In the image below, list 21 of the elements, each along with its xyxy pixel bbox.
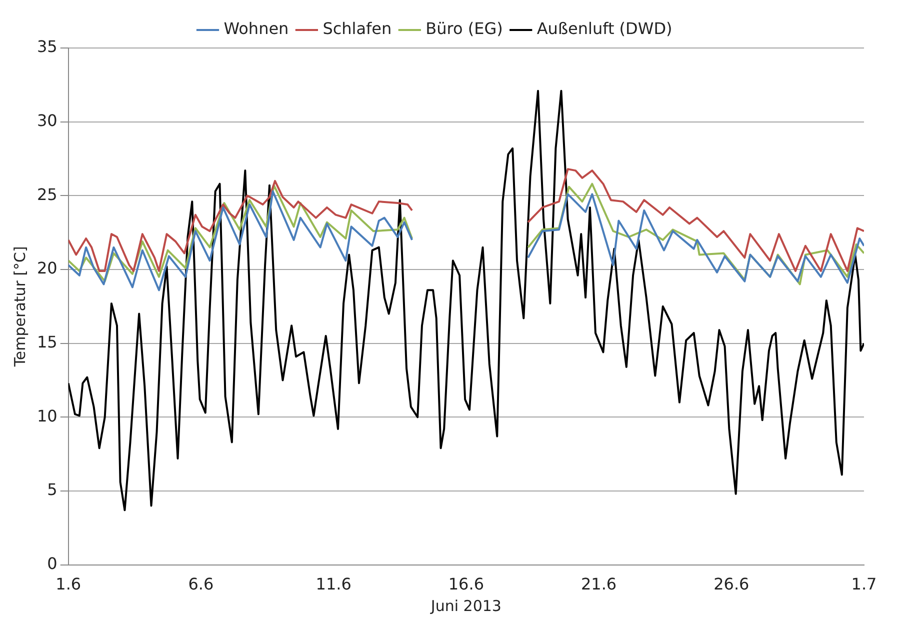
x-tick-label: 11.6: [316, 574, 352, 594]
x-tick-label: 1.7: [851, 574, 877, 594]
y-tick-label: 15: [37, 332, 58, 352]
legend-label: Wohnen: [224, 19, 289, 38]
y-tick-label: 20: [37, 258, 58, 278]
y-tick-label: 30: [37, 110, 58, 130]
y-tick-label: 35: [37, 37, 58, 56]
legend-label: Büro (EG): [426, 19, 503, 38]
legend-label: Außenluft (DWD): [536, 19, 672, 38]
y-tick-label: 0: [47, 554, 58, 573]
x-tick-label: 16.6: [448, 574, 484, 594]
y-axis-title: Temperatur [°C]: [10, 246, 29, 368]
x-tick-label: 1.6: [56, 574, 82, 594]
x-tick-label: 6.6: [188, 574, 214, 594]
legend-label: Schlafen: [322, 19, 392, 38]
x-tick-label: 26.6: [714, 574, 750, 594]
x-tick-label: 21.6: [580, 574, 617, 594]
y-tick-label: 25: [37, 184, 58, 204]
y-tick-label: 10: [37, 406, 58, 426]
y-tick-label: 5: [47, 480, 58, 500]
x-axis-title: Juni 2013: [430, 596, 502, 615]
